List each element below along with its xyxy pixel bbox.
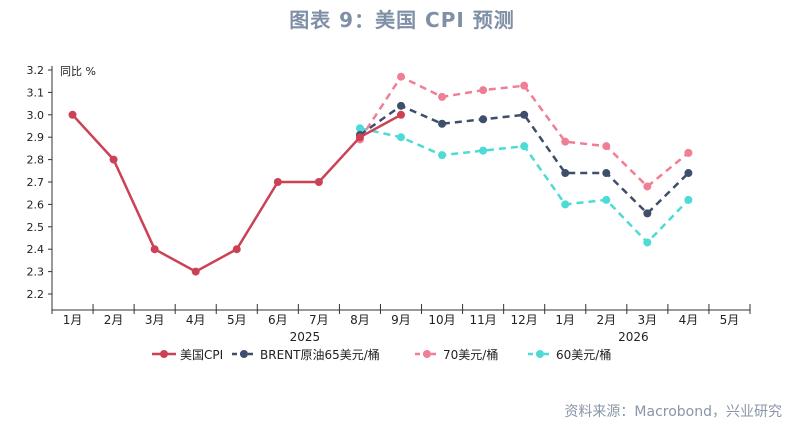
data-point bbox=[561, 169, 570, 178]
y-tick-label: 2.8 bbox=[27, 154, 45, 167]
legend: 美国CPI BRENT原油65美元/桶 70美元/桶 60美元/桶 bbox=[152, 347, 611, 362]
data-point bbox=[438, 119, 447, 128]
legend-label: 美国CPI bbox=[180, 348, 223, 362]
data-point bbox=[273, 178, 282, 186]
series-line bbox=[358, 75, 690, 189]
x-tick-label: 8月 bbox=[350, 313, 370, 327]
data-point bbox=[643, 209, 652, 218]
x-tick-label: 3月 bbox=[145, 313, 165, 327]
data-point bbox=[479, 146, 488, 155]
data-point bbox=[150, 245, 159, 254]
x-tick-label: 2月 bbox=[104, 313, 124, 327]
x-tick-label: 1月 bbox=[63, 313, 83, 327]
y-tick-label: 2.7 bbox=[27, 176, 45, 189]
x-tick-label: 11月 bbox=[469, 313, 496, 327]
data-point bbox=[684, 169, 693, 178]
legend-label: 70美元/桶 bbox=[443, 347, 498, 362]
legend-label: 60美元/桶 bbox=[556, 347, 611, 362]
data-point bbox=[355, 124, 364, 133]
data-point bbox=[561, 200, 570, 209]
series-BRENT原油65美元/桶 bbox=[355, 101, 693, 218]
data-point bbox=[397, 133, 405, 142]
x-tick-label: 5月 bbox=[720, 313, 740, 327]
x-tick-label: 12月 bbox=[511, 313, 538, 327]
data-point bbox=[68, 110, 77, 119]
data-point bbox=[397, 110, 405, 119]
data-point bbox=[602, 142, 611, 151]
data-point bbox=[520, 142, 529, 151]
legend-item: BRENT原油65美元/桶 bbox=[232, 347, 380, 362]
data-point bbox=[684, 195, 693, 204]
x-tick-label: 4月 bbox=[679, 313, 699, 327]
x-tick-label: 5月 bbox=[227, 313, 247, 327]
data-point bbox=[520, 110, 529, 119]
series-美国CPI bbox=[68, 110, 405, 276]
y-tick-label: 2.3 bbox=[27, 266, 45, 279]
y-tick-label: 3.1 bbox=[27, 86, 45, 99]
data-point bbox=[397, 72, 405, 81]
y-tick-label: 2.9 bbox=[27, 131, 45, 144]
cpi-forecast-chart: 同比 % 2.2 2.3 2.4 2.5 2.6 2.7 2.8 2.9 3.0 3.1 3.2 1月… bbox=[27, 64, 751, 362]
data-point bbox=[602, 169, 611, 178]
legend-item: 美国CPI bbox=[152, 348, 223, 362]
legend-swatch-marker bbox=[240, 350, 248, 358]
legend-label: BRENT原油65美元/桶 bbox=[260, 347, 380, 362]
legend-swatch-marker bbox=[536, 350, 544, 358]
year-label: 2025 bbox=[290, 330, 321, 344]
legend-swatch-marker bbox=[160, 350, 168, 358]
data-point bbox=[479, 115, 488, 124]
y-tick-label: 2.4 bbox=[27, 243, 45, 256]
data-point bbox=[232, 245, 241, 254]
series-line bbox=[359, 104, 690, 216]
y-tick-label: 2.2 bbox=[27, 288, 45, 301]
data-point bbox=[109, 155, 118, 164]
data-point bbox=[602, 195, 611, 204]
data-point bbox=[643, 238, 652, 247]
source-note: 资料来源：Macrobond，兴业研究 bbox=[564, 404, 782, 420]
y-tick-label: 3.2 bbox=[27, 64, 45, 77]
legend-item: 60美元/桶 bbox=[528, 347, 611, 362]
x-tick-label: 10月 bbox=[428, 313, 455, 327]
data-point bbox=[397, 101, 405, 110]
x-tick-label: 2月 bbox=[596, 313, 616, 327]
data-point bbox=[438, 92, 447, 101]
data-point bbox=[520, 81, 529, 90]
x-tick-label: 4月 bbox=[186, 313, 206, 327]
x-tick-label: 3月 bbox=[638, 313, 658, 327]
y-unit-label: 同比 % bbox=[60, 65, 96, 78]
legend-swatch-marker bbox=[423, 350, 431, 358]
data-point bbox=[684, 148, 693, 157]
series-group bbox=[68, 72, 693, 276]
data-point bbox=[438, 151, 447, 160]
year-label: 2026 bbox=[618, 330, 649, 344]
legend-item: 70美元/桶 bbox=[415, 347, 498, 362]
y-tick-label: 2.6 bbox=[27, 198, 45, 211]
data-point bbox=[191, 267, 200, 276]
y-tick-label: 3.0 bbox=[27, 109, 45, 122]
y-axis: 同比 % 2.2 2.3 2.4 2.5 2.6 2.7 2.8 2.9 3.0 3.1 3.2 bbox=[27, 64, 96, 310]
x-tick-label: 1月 bbox=[555, 313, 575, 327]
data-point bbox=[355, 133, 364, 142]
series-70美元/桶 bbox=[355, 72, 693, 191]
x-tick-label: 6月 bbox=[268, 313, 288, 327]
x-tick-label: 7月 bbox=[309, 313, 329, 327]
data-point bbox=[479, 86, 488, 95]
x-axis: 1月 2月 3月 4月 5月 6月 7月 8月 9月 10月 11月 12月 1月 2月 3月 4月 5月 202… bbox=[51, 304, 751, 344]
chart-title: 图表 9：美国 CPI 预测 bbox=[289, 8, 515, 32]
y-tick-label: 2.5 bbox=[27, 221, 45, 234]
x-tick-label: 9月 bbox=[391, 313, 411, 327]
data-point bbox=[643, 182, 652, 191]
series-60美元/桶 bbox=[355, 124, 693, 247]
data-point bbox=[314, 178, 323, 186]
data-point bbox=[561, 137, 570, 146]
